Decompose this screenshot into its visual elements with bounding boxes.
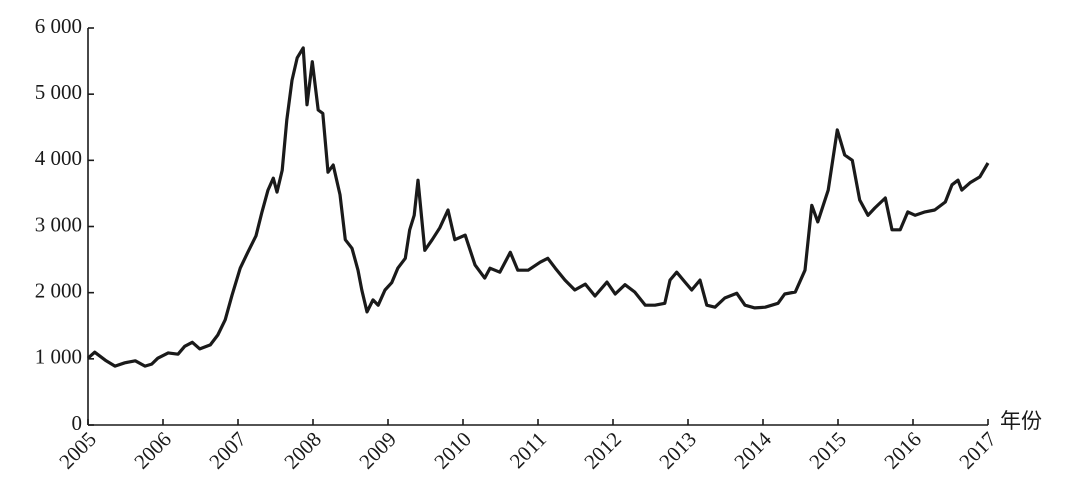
x-tick-label: 2017	[954, 427, 1001, 474]
x-tick-label: 2006	[129, 427, 176, 474]
x-tick-label: 2014	[729, 427, 776, 474]
x-tick-label: 2008	[279, 427, 326, 474]
x-tick-label: 2009	[354, 427, 401, 474]
x-axis-label: 年份	[1000, 409, 1042, 433]
y-tick-label: 2 000	[35, 278, 82, 302]
x-tick-label: 2005	[54, 427, 101, 474]
y-tick-label: 1 000	[35, 345, 82, 369]
x-tick-label: 2010	[429, 427, 476, 474]
x-tick-label: 2016	[879, 427, 926, 474]
y-tick-label: 3 000	[35, 212, 82, 236]
x-tick-label: 2011	[505, 427, 551, 473]
x-tick-label: 2012	[579, 427, 626, 474]
y-tick-label: 4 000	[35, 146, 82, 170]
y-tick-label: 6 000	[35, 14, 82, 38]
line	[86, 46, 990, 368]
x-tick-label: 2015	[804, 427, 851, 474]
y-tick-label: 0	[72, 411, 83, 435]
x-tick-label: 2013	[654, 427, 701, 474]
y-tick-label: 5 000	[35, 80, 82, 104]
x-tick-label: 2007	[204, 427, 251, 474]
